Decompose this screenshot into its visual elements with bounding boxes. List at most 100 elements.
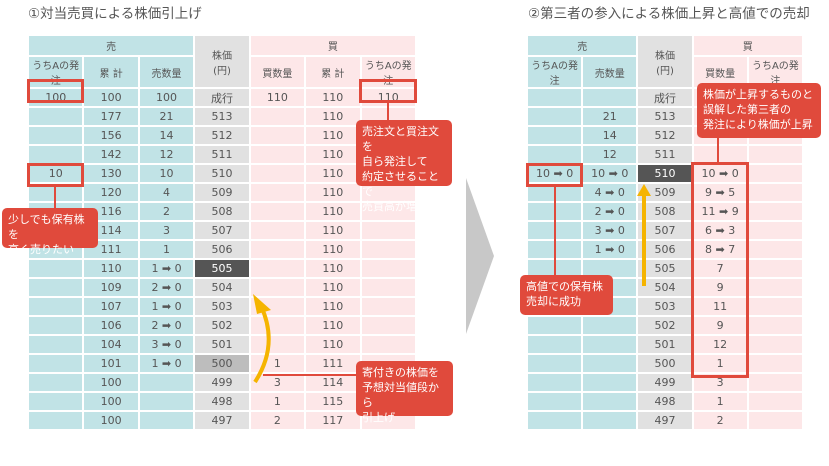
- sell-cell: 1 ➡ 0: [137, 353, 196, 374]
- sell-cell: [26, 353, 85, 374]
- sell-cell: 21: [137, 106, 196, 127]
- sell-cell: 109: [82, 277, 140, 298]
- callout-self-trade: 売注文と買注文を 自ら発注して 約定させることで 売買高が増加: [356, 120, 452, 213]
- buy-cell: 9: [691, 315, 749, 336]
- price-cell: 509: [636, 182, 694, 203]
- order-row: 106 2 ➡ 0 502 110: [26, 315, 418, 336]
- buy-cell: [359, 334, 418, 355]
- price-cell: 513: [636, 106, 694, 127]
- buy-cell: 110: [304, 277, 362, 298]
- highlight-a-buy-market: [359, 79, 417, 103]
- order-row: 100 497 2 117: [26, 410, 418, 431]
- buy-cell: [359, 315, 418, 336]
- sell-cell: [26, 277, 85, 298]
- sell-cell: [525, 315, 584, 336]
- buy-cell: 110: [304, 163, 362, 184]
- sell-cell: 3: [137, 220, 196, 241]
- buy-cell: 12: [691, 334, 749, 355]
- buy-cell: 9 ➡ 5: [691, 182, 749, 203]
- buy-header: 買: [248, 34, 418, 57]
- order-book-left: 売株価 (円) 買うちAの発注累 計売数量 買数量累 計うちAの発注 100 100 10…: [26, 34, 418, 431]
- buy-cell: [746, 296, 805, 317]
- right-title: ②第三者の参入による株価上昇と高値での売却: [528, 6, 810, 22]
- order-row: 498 1: [525, 391, 805, 412]
- buy-cell: 110: [304, 87, 362, 108]
- buy-cell: [248, 163, 307, 184]
- price-cell: 504: [193, 277, 251, 298]
- connector-line: [54, 187, 56, 209]
- buy-cell: [746, 201, 805, 222]
- buy-cell: 7: [691, 258, 749, 279]
- connector-line: [263, 374, 358, 376]
- sell-cell: 10: [137, 163, 196, 184]
- sell-cell: 2 ➡ 0: [137, 315, 196, 336]
- sell-cell: [525, 334, 584, 355]
- buy-cell: [359, 201, 418, 222]
- order-row: 10 ➡ 0 10 ➡ 0 510 10 ➡ 0: [525, 163, 805, 184]
- left-title: ①対当売買による株価引上げ: [28, 6, 202, 22]
- buy-cell: [746, 239, 805, 260]
- highlight-third-party-buys: [691, 162, 749, 378]
- buy-cell: [746, 334, 805, 355]
- order-row: 100 100 100 成行 110 110 110: [26, 87, 418, 108]
- buy-cell: [746, 220, 805, 241]
- buy-cell: [248, 296, 307, 317]
- chevron-right-icon: [466, 178, 494, 334]
- order-row: 2 ➡ 0 508 11 ➡ 9: [525, 201, 805, 222]
- price-cell: 497: [636, 410, 694, 431]
- order-row: 109 2 ➡ 0 504 110: [26, 277, 418, 298]
- order-row: 499 3: [525, 372, 805, 393]
- order-row: 500 1: [525, 353, 805, 374]
- highlight-a-sell-510: [526, 163, 583, 187]
- sell-cell: 10 ➡ 0: [525, 163, 584, 184]
- sell-cell: [525, 106, 584, 127]
- sell-cell: 10: [26, 163, 85, 184]
- buy-cell: 11 ➡ 9: [691, 201, 749, 222]
- sell-cell: [525, 410, 584, 431]
- sell-cell: [525, 125, 584, 146]
- buy-cell: 2: [691, 410, 749, 431]
- price-cell: 504: [636, 277, 694, 298]
- sell-cell: [581, 334, 639, 355]
- buy-cell: [691, 144, 749, 165]
- sell-cell: 111: [82, 239, 140, 260]
- sell-cell: 12: [137, 144, 196, 165]
- price-cell: 505: [636, 258, 694, 279]
- buy-cell: 110: [304, 220, 362, 241]
- column-header: うちAの発注: [525, 55, 584, 89]
- order-row: 110 1 ➡ 0 505 110: [26, 258, 418, 279]
- price-cell: 503: [193, 296, 251, 317]
- sell-cell: [26, 410, 85, 431]
- sell-cell: 2 ➡ 0: [581, 201, 639, 222]
- buy-cell: 110: [304, 334, 362, 355]
- order-row: 120 4 509 110: [26, 182, 418, 203]
- sell-cell: 156: [82, 125, 140, 146]
- buy-cell: 2: [248, 410, 307, 431]
- buy-cell: [746, 163, 805, 184]
- buy-cell: [746, 277, 805, 298]
- price-cell: 502: [193, 315, 251, 336]
- buy-cell: [248, 182, 307, 203]
- sell-cell: [581, 87, 639, 108]
- buy-cell: [248, 258, 307, 279]
- sell-cell: 14: [137, 125, 196, 146]
- connector-line: [717, 137, 719, 163]
- buy-cell: 110: [304, 201, 362, 222]
- sell-cell: 120: [82, 182, 140, 203]
- sell-cell: [26, 258, 85, 279]
- up-arrow-icon: [637, 184, 651, 286]
- order-row: 111 1 506 110: [26, 239, 418, 260]
- buy-header: 買: [691, 34, 805, 57]
- sell-cell: 100: [82, 372, 140, 393]
- sell-cell: [26, 315, 85, 336]
- price-cell: 507: [193, 220, 251, 241]
- sell-cell: 177: [82, 106, 140, 127]
- order-row: 104 3 ➡ 0 501 110: [26, 334, 418, 355]
- price-cell: 508: [193, 201, 251, 222]
- sell-cell: [525, 144, 584, 165]
- sell-cell: 3 ➡ 0: [581, 220, 639, 241]
- buy-cell: [248, 277, 307, 298]
- order-row: 502 9: [525, 315, 805, 336]
- sell-cell: [26, 125, 85, 146]
- buy-cell: [359, 258, 418, 279]
